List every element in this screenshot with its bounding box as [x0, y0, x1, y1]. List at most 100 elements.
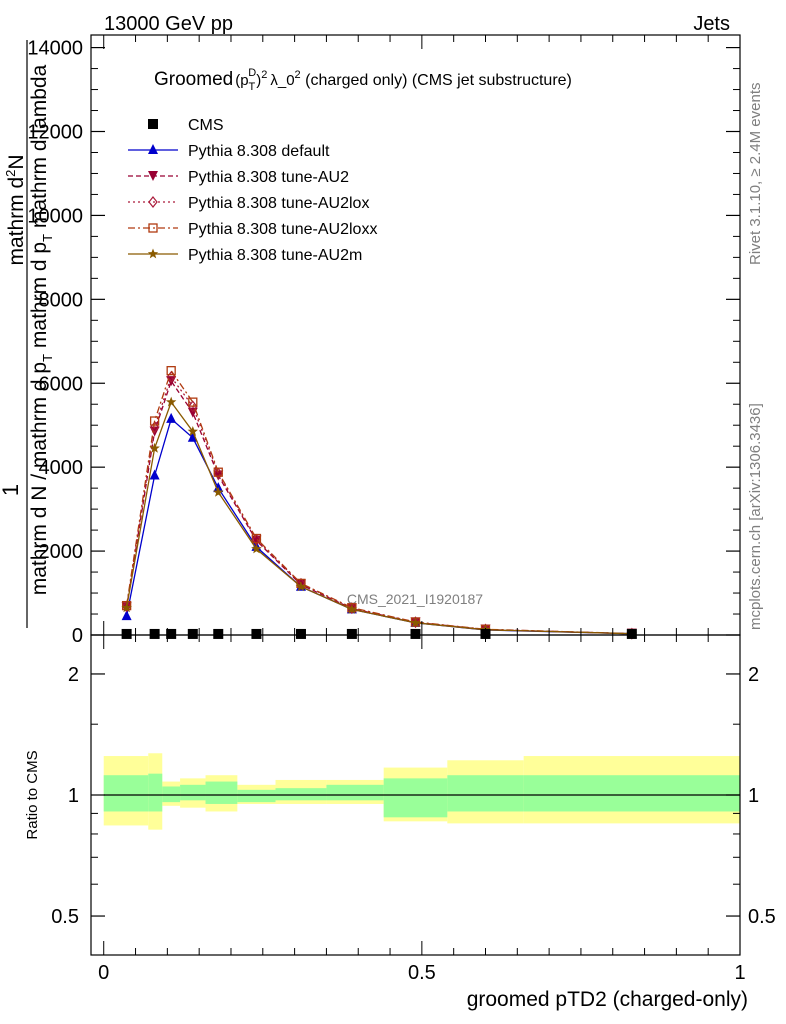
legend-label: Pythia 8.308 tune-AU2lox	[188, 195, 369, 212]
main-y-tick-label: 10000	[27, 205, 83, 227]
x-axis-title: groomed pTD2 (charged-only)	[467, 988, 748, 1011]
series-point	[626, 628, 637, 639]
series-point	[165, 396, 177, 407]
ratio-y-tick-label: 2	[68, 664, 79, 686]
series-point	[187, 426, 198, 436]
ratio-inner-band	[103, 775, 149, 812]
series-point	[295, 581, 307, 592]
series-point	[410, 628, 421, 639]
main-panel: CMS_2021_I1920187 0 2000 4000 6000 8000 10000…	[27, 34, 741, 647]
legend-entry: Pythia 8.308 tune-AU2loxx	[128, 221, 377, 238]
ratio-inner-band	[447, 775, 524, 812]
ratio-y-tick-label-right: 0.5	[748, 906, 776, 928]
ratio-inner-band	[180, 784, 206, 801]
main-y-tick-label: 6000	[39, 373, 84, 395]
ratio-inner-band	[162, 786, 181, 803]
series-point	[346, 628, 357, 639]
legend-label: CMS	[188, 117, 224, 134]
legend-marker	[147, 248, 159, 259]
x-tick-label: 0.5	[408, 962, 436, 984]
series-point	[187, 628, 198, 639]
ratio-inner-band	[326, 784, 384, 801]
main-y-axis-title: 1 mathrm d2N mathrm d N / mathrm d pT ma…	[0, 40, 55, 628]
main-axes: 0 2000 4000 6000 8000 10000 12000 14000	[27, 35, 741, 647]
x-tick-label: 1	[734, 962, 745, 984]
main-y-tick-label: 14000	[27, 38, 83, 60]
legend-entry: Pythia 8.308 tune-AU2m	[128, 247, 362, 264]
series-point	[166, 366, 176, 376]
legend-marker	[148, 223, 158, 233]
series-point	[410, 616, 421, 629]
series-point	[251, 533, 262, 544]
ratio-inner-band	[383, 778, 448, 818]
series-point	[149, 416, 160, 426]
legend: CMS Pythia 8.308 default Pythia 8.308 tune…	[128, 117, 377, 264]
mcplots-label: mcplots.cern.ch [arXiv:1306.3436]	[747, 403, 764, 630]
series-point	[213, 467, 223, 477]
legend-label: Pythia 8.308 tune-AU2	[188, 169, 349, 186]
series-point	[149, 469, 160, 480]
ratio-y-title: Ratio to CMS	[24, 750, 41, 839]
ratio-inner-band	[523, 775, 740, 812]
ratio-inner-band	[148, 773, 163, 812]
legend-marker	[148, 171, 158, 181]
x-tick-label: 0	[98, 962, 109, 984]
series-point	[251, 543, 262, 554]
legend-entry: Pythia 8.308 tune-AU2	[128, 169, 349, 186]
series-point	[166, 412, 177, 423]
ratio-y-tick-label-right: 2	[748, 664, 759, 686]
y-title-one: 1	[0, 484, 23, 496]
plot-title: Groomed (pTD)2 λ_02 (charged only) (CMS je…	[154, 67, 572, 93]
series-0	[121, 628, 637, 639]
series-point	[251, 628, 262, 639]
ratio-y-tick-label: 0.5	[51, 906, 79, 928]
legend-label: Pythia 8.308 tune-AU2loxx	[188, 221, 377, 238]
series-point	[121, 628, 132, 639]
series-point	[188, 397, 198, 407]
ratio-y-tick-label: 1	[68, 785, 79, 807]
main-y-tick-label: 4000	[39, 457, 84, 479]
series-point	[295, 628, 306, 639]
series-point	[166, 628, 177, 639]
legend-marker	[148, 119, 158, 129]
series-point	[149, 442, 160, 453]
legend-entry: Pythia 8.308 default	[128, 143, 330, 160]
rivet-label: Rivet 3.1.10, ≥ 2.4M events	[747, 83, 764, 266]
main-series	[121, 366, 638, 640]
series-point	[149, 628, 160, 639]
legend-entry: Pythia 8.308 tune-AU2lox	[128, 195, 369, 212]
ratio-bands	[103, 753, 740, 830]
legend-label: Pythia 8.308 default	[188, 143, 330, 160]
series-point	[121, 602, 132, 613]
ratio-frame	[90, 634, 741, 956]
main-y-tick-label: 0	[72, 625, 83, 647]
ratio-inner-band	[237, 789, 276, 803]
y-title-denominator: mathrm d N / mathrm d pT mathrm d pT mat…	[28, 64, 55, 595]
main-y-tick-label: 8000	[39, 289, 84, 311]
legend-marker	[148, 196, 158, 208]
series-point	[213, 486, 224, 497]
y-title-numerator: mathrm d2N	[3, 154, 28, 265]
ratio-panel: 0.5 0.5 1 1 2 2 0 0.5 1 Ratio to CMS groomed pTD…	[24, 634, 776, 1011]
main-y-tick-label: 12000	[27, 122, 83, 144]
analysis-watermark: CMS_2021_I1920187	[347, 591, 483, 607]
series-point	[346, 603, 358, 614]
energy-label: 13000 GeV pp	[104, 13, 233, 35]
series-point	[188, 400, 198, 413]
main-y-tick-label: 2000	[39, 541, 84, 563]
legend-marker	[148, 144, 158, 154]
series-point	[121, 610, 132, 621]
series-point	[121, 600, 132, 613]
legend-entry: CMS	[148, 117, 224, 134]
category-label: Jets	[693, 13, 730, 35]
ratio-axes: 0.5 0.5 1 1 2 2 0 0.5 1	[51, 635, 776, 984]
ratio-y-tick-label-right: 1	[748, 785, 759, 807]
series-point	[410, 617, 421, 628]
legend-label: Pythia 8.308 tune-AU2m	[188, 247, 362, 264]
ratio-inner-band	[205, 781, 238, 804]
series-point	[187, 431, 198, 442]
series-point	[213, 628, 224, 639]
ratio-inner-band	[275, 788, 327, 801]
series-point	[213, 467, 224, 480]
